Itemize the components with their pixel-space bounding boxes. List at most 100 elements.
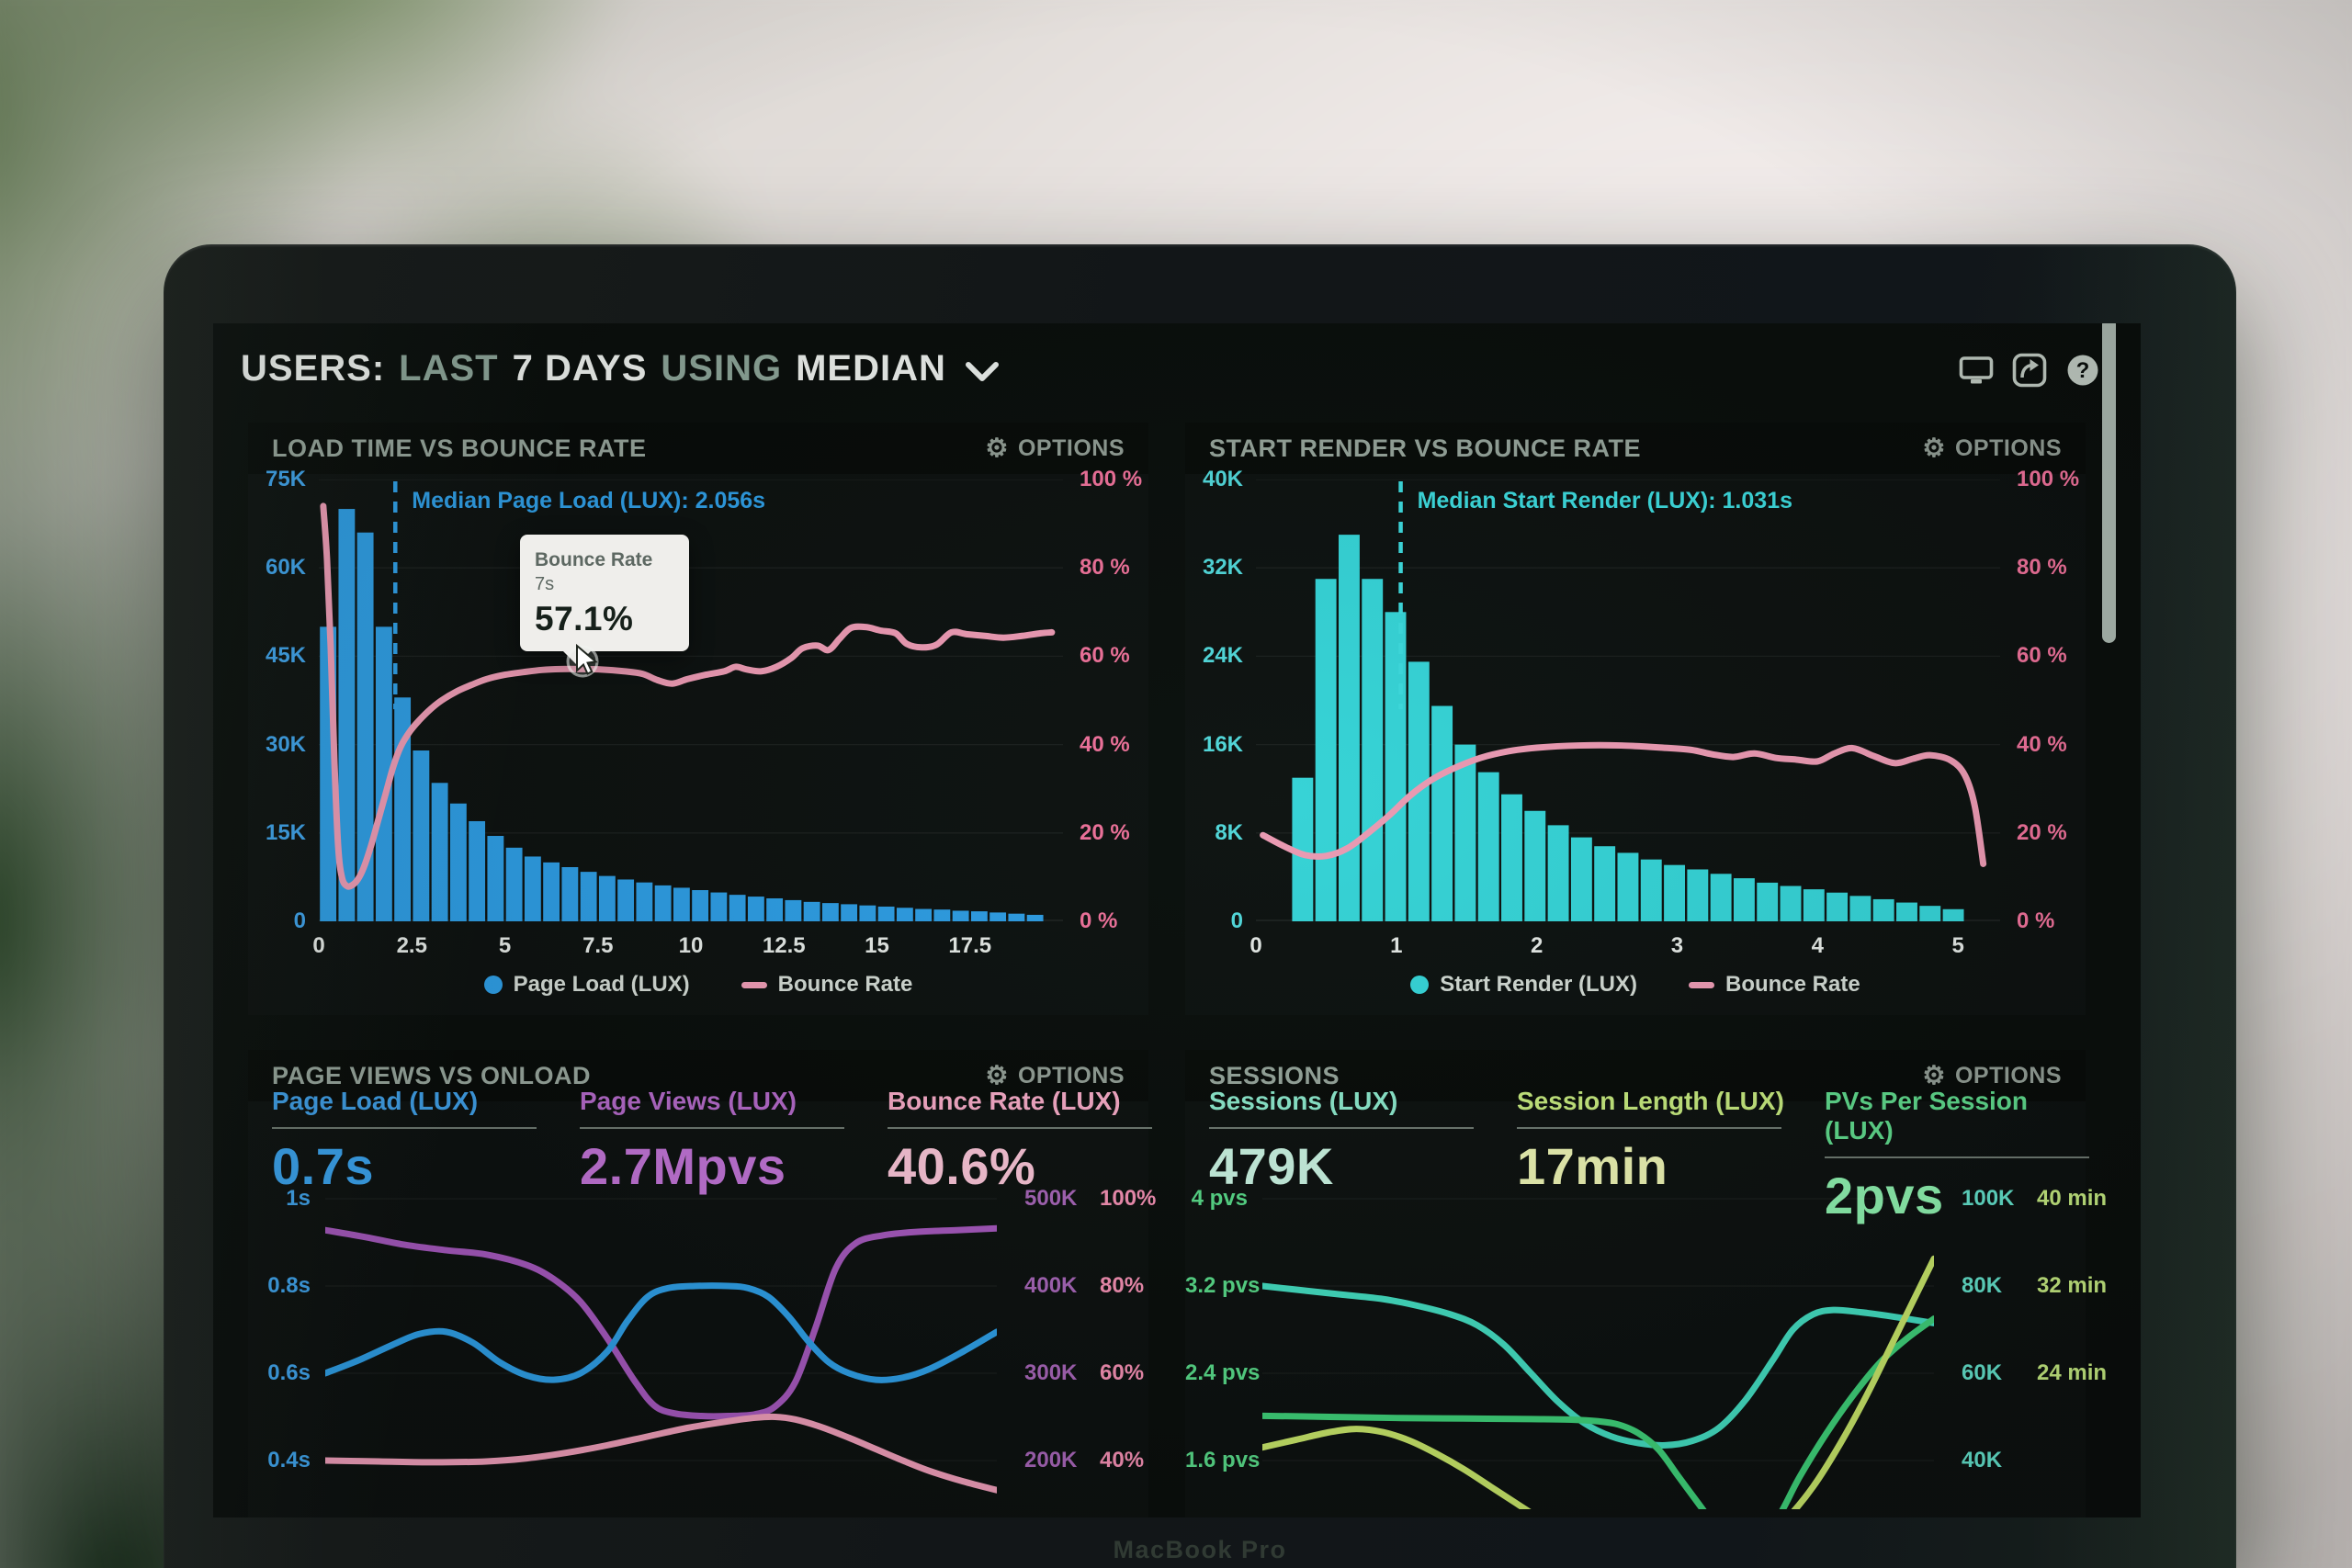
metric-label: PVs Per Session (LUX) [1825, 1087, 2029, 1145]
panel-header: SESSIONS ⚙ OPTIONS [1185, 1050, 2086, 1101]
title-segment: USERS: [241, 348, 386, 389]
axis-label: 2.4 pvs [1185, 1360, 1261, 1385]
axis-label: 300K [1024, 1360, 1078, 1385]
axis-label: 20 % [2017, 819, 2067, 845]
metric-value: 17min [1517, 1137, 1668, 1195]
axis-label: 15 [865, 933, 889, 958]
options-button[interactable]: ⚙ OPTIONS [1922, 435, 2062, 462]
axis-label: 100% [1100, 1186, 1157, 1211]
options-label: OPTIONS [1954, 434, 2062, 461]
axis-label: 0 [1250, 933, 1262, 958]
options-button[interactable]: ⚙ OPTIONS [985, 435, 1125, 462]
axis-label: 8K [1215, 819, 1243, 845]
series-dot-icon [483, 976, 503, 994]
gear-icon: ⚙ [1922, 434, 1946, 462]
series-line [1262, 1282, 1934, 1449]
axis-label: 80 % [2017, 555, 2067, 581]
axis-label: 12.5 [762, 933, 806, 958]
gear-icon: ⚙ [985, 1061, 1009, 1089]
tooltip-title: Bounce Rate [535, 549, 653, 570]
legend-label: Bounce Rate [1724, 972, 1860, 997]
share-icon[interactable] [2012, 353, 2047, 388]
laptop: USERS: LAST 7 DAYS USING MEDIAN ? [164, 244, 2236, 1568]
metrics-row: Page Load (LUX) 0.7s Page Views (LUX) 2.… [272, 1087, 1152, 1196]
axis-label: 32K [1202, 555, 1243, 581]
title-segment: USING [661, 348, 783, 389]
metric-page-views: Page Views (LUX) 2.7Mpvs [580, 1087, 888, 1196]
metric-page-load: Page Load (LUX) 0.7s [272, 1087, 580, 1196]
axis-label: 5 [498, 933, 512, 958]
axis-label: 40 % [2017, 731, 2067, 757]
metric-value: 479K [1209, 1137, 1334, 1195]
options-button[interactable]: ⚙ OPTIONS [1922, 1063, 2062, 1089]
svg-text:?: ? [2076, 358, 2090, 383]
metric-value: 0.7s [272, 1137, 374, 1195]
axis-label: 0.8s [267, 1273, 311, 1298]
axis-label: 24K [1202, 643, 1243, 669]
metric-divider [1517, 1127, 1781, 1129]
chart-canvas[interactable] [325, 1186, 997, 1509]
metric-label: Page Views (LUX) [580, 1087, 797, 1115]
axis-label: 45K [265, 643, 306, 669]
legend: Page Load (LUX) Bounce Rate [248, 972, 1148, 998]
mouse-cursor [555, 630, 614, 694]
axis-label: 60 % [2017, 643, 2067, 669]
legend-item: Bounce Rate [741, 972, 913, 998]
title-segment: MEDIAN [796, 348, 946, 389]
axis-label: 32 min [2037, 1273, 2108, 1298]
axis-label: 60% [1100, 1360, 1145, 1385]
chart-canvas[interactable] [319, 479, 1063, 921]
median-annotation: Median Page Load (LUX): 2.056s [412, 488, 766, 513]
panel-start-render: START RENDER VS BOUNCE RATE ⚙ OPTIONS St… [1185, 423, 2086, 1015]
gear-icon: ⚙ [985, 434, 1009, 462]
display-icon[interactable] [1959, 353, 1994, 388]
series-dot-icon [1410, 976, 1430, 994]
help-icon[interactable]: ? [2065, 353, 2100, 388]
axis-label: 0 % [1080, 908, 1118, 933]
series-line-icon [741, 981, 767, 988]
axis-label: 60K [265, 555, 306, 581]
series-line [325, 1224, 997, 1420]
legend: Start Render (LUX) Bounce Rate [1185, 972, 2086, 998]
legend-item: Start Render (LUX) [1410, 972, 1637, 998]
panel-title: LOAD TIME VS BOUNCE RATE [272, 434, 647, 462]
axis-label: 0 [293, 908, 306, 933]
axis-label: 80% [1100, 1273, 1145, 1298]
axis-label: 7.5 [582, 933, 614, 958]
bounce-rate-line [1260, 741, 1987, 867]
dashboard-screen: USERS: LAST 7 DAYS USING MEDIAN ? [213, 323, 2141, 1517]
series-line [1262, 1255, 1934, 1509]
axis-label: 80 % [1080, 555, 1130, 581]
axis-label: 40K [1202, 467, 1243, 491]
panel-header: LOAD TIME VS BOUNCE RATE ⚙ OPTIONS [248, 423, 1148, 474]
axis-label: 40 % [1080, 731, 1130, 757]
chart-canvas[interactable] [1262, 1186, 1934, 1509]
metric-divider [580, 1127, 844, 1129]
panel-load-time: LOAD TIME VS BOUNCE RATE ⚙ OPTIONS Bounc… [248, 423, 1148, 1015]
axis-label: 400K [1024, 1273, 1078, 1298]
axis-label: 80K [1962, 1273, 2003, 1298]
axis-label: 2.5 [396, 933, 427, 958]
bounce-rate-line [320, 502, 1056, 890]
header-toolbar: ? [1959, 353, 2100, 388]
panel-title: PAGE VIEWS VS ONLOAD [272, 1061, 592, 1089]
axis-label: 4 [1811, 933, 1824, 958]
axis-label: 2 [1530, 933, 1544, 958]
metrics-row: Sessions (LUX) 479K Session Length (LUX)… [1209, 1087, 2089, 1225]
chart-canvas[interactable] [1256, 479, 2000, 921]
axis-label: 4 pvs [1191, 1186, 1248, 1211]
metric-divider [1825, 1156, 2089, 1158]
axis-label: 100 % [1080, 467, 1143, 491]
chevron-down-icon[interactable] [965, 351, 999, 392]
axis-label: 17.5 [948, 933, 992, 958]
axis-label: 30K [265, 731, 306, 757]
metric-label: Bounce Rate (LUX) [888, 1087, 1121, 1115]
axis-label: 40% [1100, 1448, 1145, 1472]
metric-divider [1209, 1127, 1474, 1129]
scrollbar-thumb[interactable] [2102, 323, 2116, 643]
options-button[interactable]: ⚙ OPTIONS [985, 1063, 1125, 1089]
axis-label: 60 % [1080, 643, 1130, 669]
legend-label: Bounce Rate [777, 972, 913, 997]
metric-sessions: Sessions (LUX) 479K [1209, 1087, 1517, 1225]
